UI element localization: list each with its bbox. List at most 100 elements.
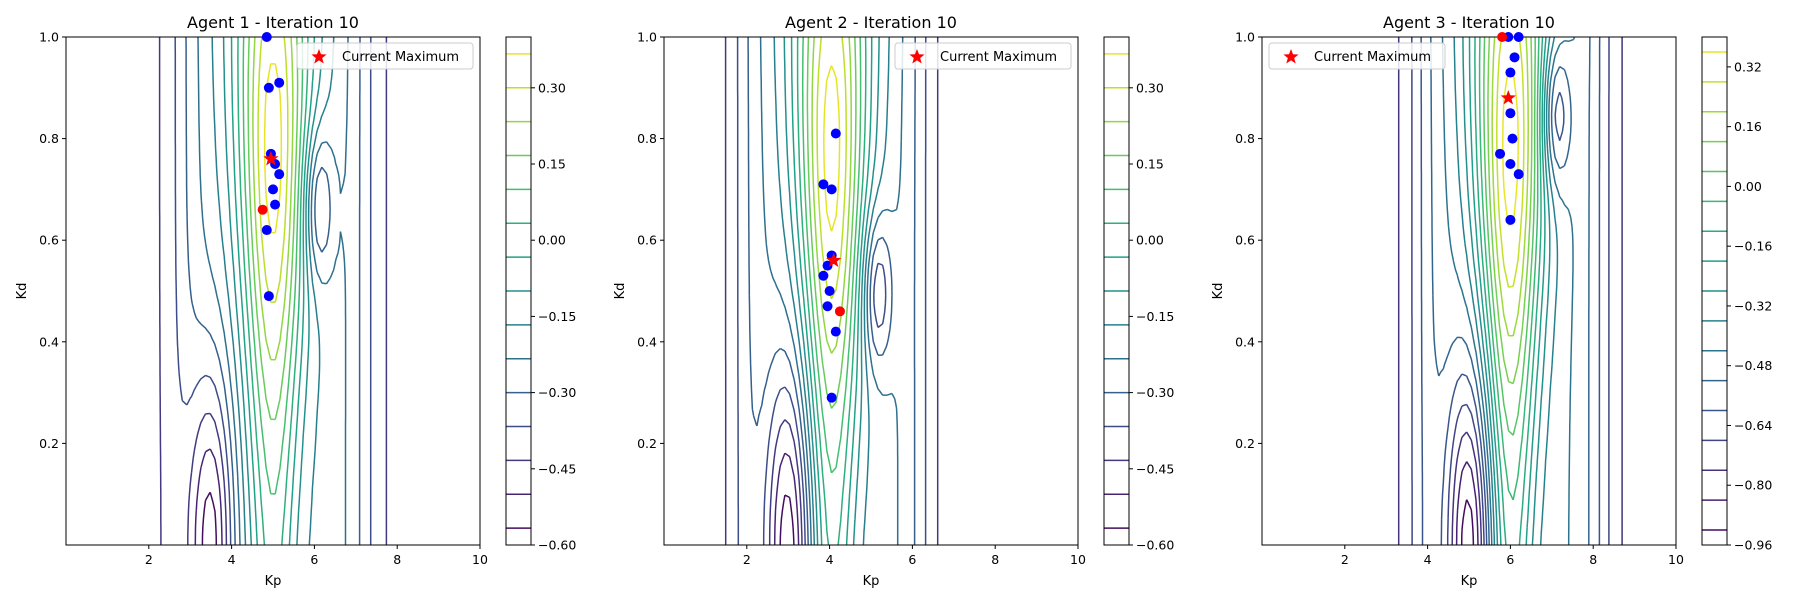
- legend-star-icon: [311, 49, 327, 64]
- colorbar-tick-label: −0.15: [1136, 309, 1174, 324]
- observed-point: [274, 169, 285, 180]
- y-tick-label: 0.8: [1235, 131, 1255, 146]
- contour-level: [736, 37, 927, 545]
- contour-lines: [158, 37, 388, 545]
- new-sample-point: [834, 306, 845, 317]
- observed-point: [263, 82, 274, 93]
- contour-level: [811, 37, 852, 354]
- contour-level: [823, 65, 841, 232]
- colorbar-tick-label: −0.45: [538, 461, 576, 476]
- observed-point: [826, 184, 837, 195]
- colorbar-tick-label: 0.00: [1734, 179, 1762, 194]
- observed-point: [1505, 214, 1516, 225]
- x-tick-label: 8: [393, 552, 401, 567]
- contour-level: [806, 37, 857, 409]
- observed-point: [1513, 169, 1524, 180]
- contour-level: [201, 491, 218, 545]
- contour-level: [211, 37, 335, 545]
- observed-point: [1505, 67, 1516, 78]
- contour-level: [783, 37, 880, 545]
- legend: Current Maximum: [894, 42, 1072, 70]
- observed-point: [824, 286, 835, 296]
- colorbar-tick-label: −0.60: [538, 538, 576, 553]
- observed-point: [822, 301, 833, 312]
- x-axis-label: Kp: [863, 574, 880, 589]
- y-tick-label: 1.0: [1235, 30, 1255, 45]
- y-tick-label: 0.6: [1235, 233, 1255, 248]
- x-tick-label: 10: [1070, 552, 1086, 567]
- colorbar: 0.32 0.16 0.00 −0.16 −0.32 −0.48 −0.64 −0.80 −0.…: [1701, 36, 1772, 553]
- x-tick-label: 2: [145, 552, 153, 567]
- colorbar-tick-label: 0.16: [1734, 119, 1762, 134]
- colorbar-tick-label: −0.30: [538, 385, 576, 400]
- colorbar-tick-label: 0.00: [1136, 233, 1164, 248]
- colorbar-tick-label: −0.60: [1136, 538, 1174, 553]
- contour-level: [197, 37, 349, 545]
- observed-point: [1505, 159, 1516, 169]
- colorbar-tick-label: −0.48: [1734, 358, 1772, 373]
- contour-level: [174, 37, 372, 545]
- contour-level: [759, 37, 904, 545]
- legend-label: Current Maximum: [342, 50, 459, 65]
- y-tick-label: 0.8: [637, 131, 657, 146]
- axes-frame: [65, 36, 481, 546]
- contour-level: [1420, 37, 1601, 545]
- x-tick-label: 10: [472, 552, 488, 567]
- x-tick-label: 6: [908, 552, 916, 567]
- colorbar-tick-label: 0.30: [538, 80, 566, 95]
- contour-level: [1397, 37, 1623, 545]
- contour-level: [1441, 37, 1576, 545]
- contour-lines: [724, 37, 939, 545]
- y-tick-label: 0.6: [39, 233, 59, 248]
- colorbar-tick-label: 0.32: [1734, 59, 1762, 74]
- colorbar-tick-label: −0.15: [538, 309, 576, 324]
- observed-points: [261, 32, 285, 302]
- y-tick-label: 0.2: [637, 436, 657, 451]
- colorbar-tick-label: −0.80: [1734, 478, 1772, 493]
- y-tick-label: 0.4: [1235, 334, 1255, 349]
- colorbar-tick-label: −0.16: [1734, 239, 1772, 254]
- observed-point: [263, 291, 274, 302]
- observed-point: [830, 128, 841, 139]
- y-tick-label: 0.2: [39, 436, 59, 451]
- observed-point: [830, 326, 841, 337]
- current-maximum-star: [826, 252, 842, 267]
- colorbar-tick-label: −0.96: [1734, 538, 1772, 553]
- x-tick-label: 6: [1506, 552, 1514, 567]
- observed-point: [826, 392, 837, 403]
- contour-level: [747, 37, 916, 545]
- observed-point: [1509, 52, 1520, 63]
- colorbar: 0.30 0.15 0.00 −0.15 −0.30 −0.45 −0.60: [1103, 36, 1174, 553]
- legend: Current Maximum: [1268, 42, 1446, 70]
- new-sample-point: [257, 204, 268, 215]
- plot-area: [1262, 37, 1676, 545]
- panel-title: Agent 3 - Iteration 10: [1383, 13, 1555, 32]
- x-tick-label: 6: [310, 552, 318, 567]
- observed-point: [1507, 133, 1518, 144]
- contour-level: [1478, 37, 1540, 501]
- contour-level: [1460, 499, 1475, 545]
- y-tick-label: 1.0: [637, 30, 657, 45]
- observed-point: [1495, 148, 1506, 159]
- observed-point: [268, 184, 278, 195]
- contour-level: [1483, 37, 1536, 436]
- legend-label: Current Maximum: [940, 50, 1057, 65]
- x-axis-label: Kp: [265, 574, 282, 589]
- x-tick-label: 4: [228, 552, 236, 567]
- observed-point: [818, 179, 829, 190]
- colorbar: 0.30 0.15 0.00 −0.15 −0.30 −0.45 −0.60: [505, 36, 576, 553]
- subplot-agent-1: 2 4 6 8 10 0.2 0.4 0.6 0.8 1.0 Agent 1 - Iteration…: [15, 13, 576, 589]
- observed-point: [1505, 108, 1516, 119]
- contour-level: [1411, 37, 1610, 545]
- x-tick-label: 8: [991, 552, 999, 567]
- colorbar-tick-label: −0.32: [1734, 298, 1772, 313]
- legend-star-icon: [1283, 49, 1299, 64]
- colorbar-tick-label: 0.15: [1136, 157, 1164, 172]
- subplot-agent-2: 2 4 6 8 10 0.2 0.4 0.6 0.8 1.0 Agent 2 - Iteration…: [613, 13, 1174, 589]
- colorbar-frame: [1103, 36, 1130, 546]
- current-maximum-star: [1500, 90, 1516, 105]
- legend-star-icon: [909, 49, 925, 64]
- panel-title: Agent 1 - Iteration 10: [187, 13, 359, 32]
- observed-point: [261, 32, 272, 42]
